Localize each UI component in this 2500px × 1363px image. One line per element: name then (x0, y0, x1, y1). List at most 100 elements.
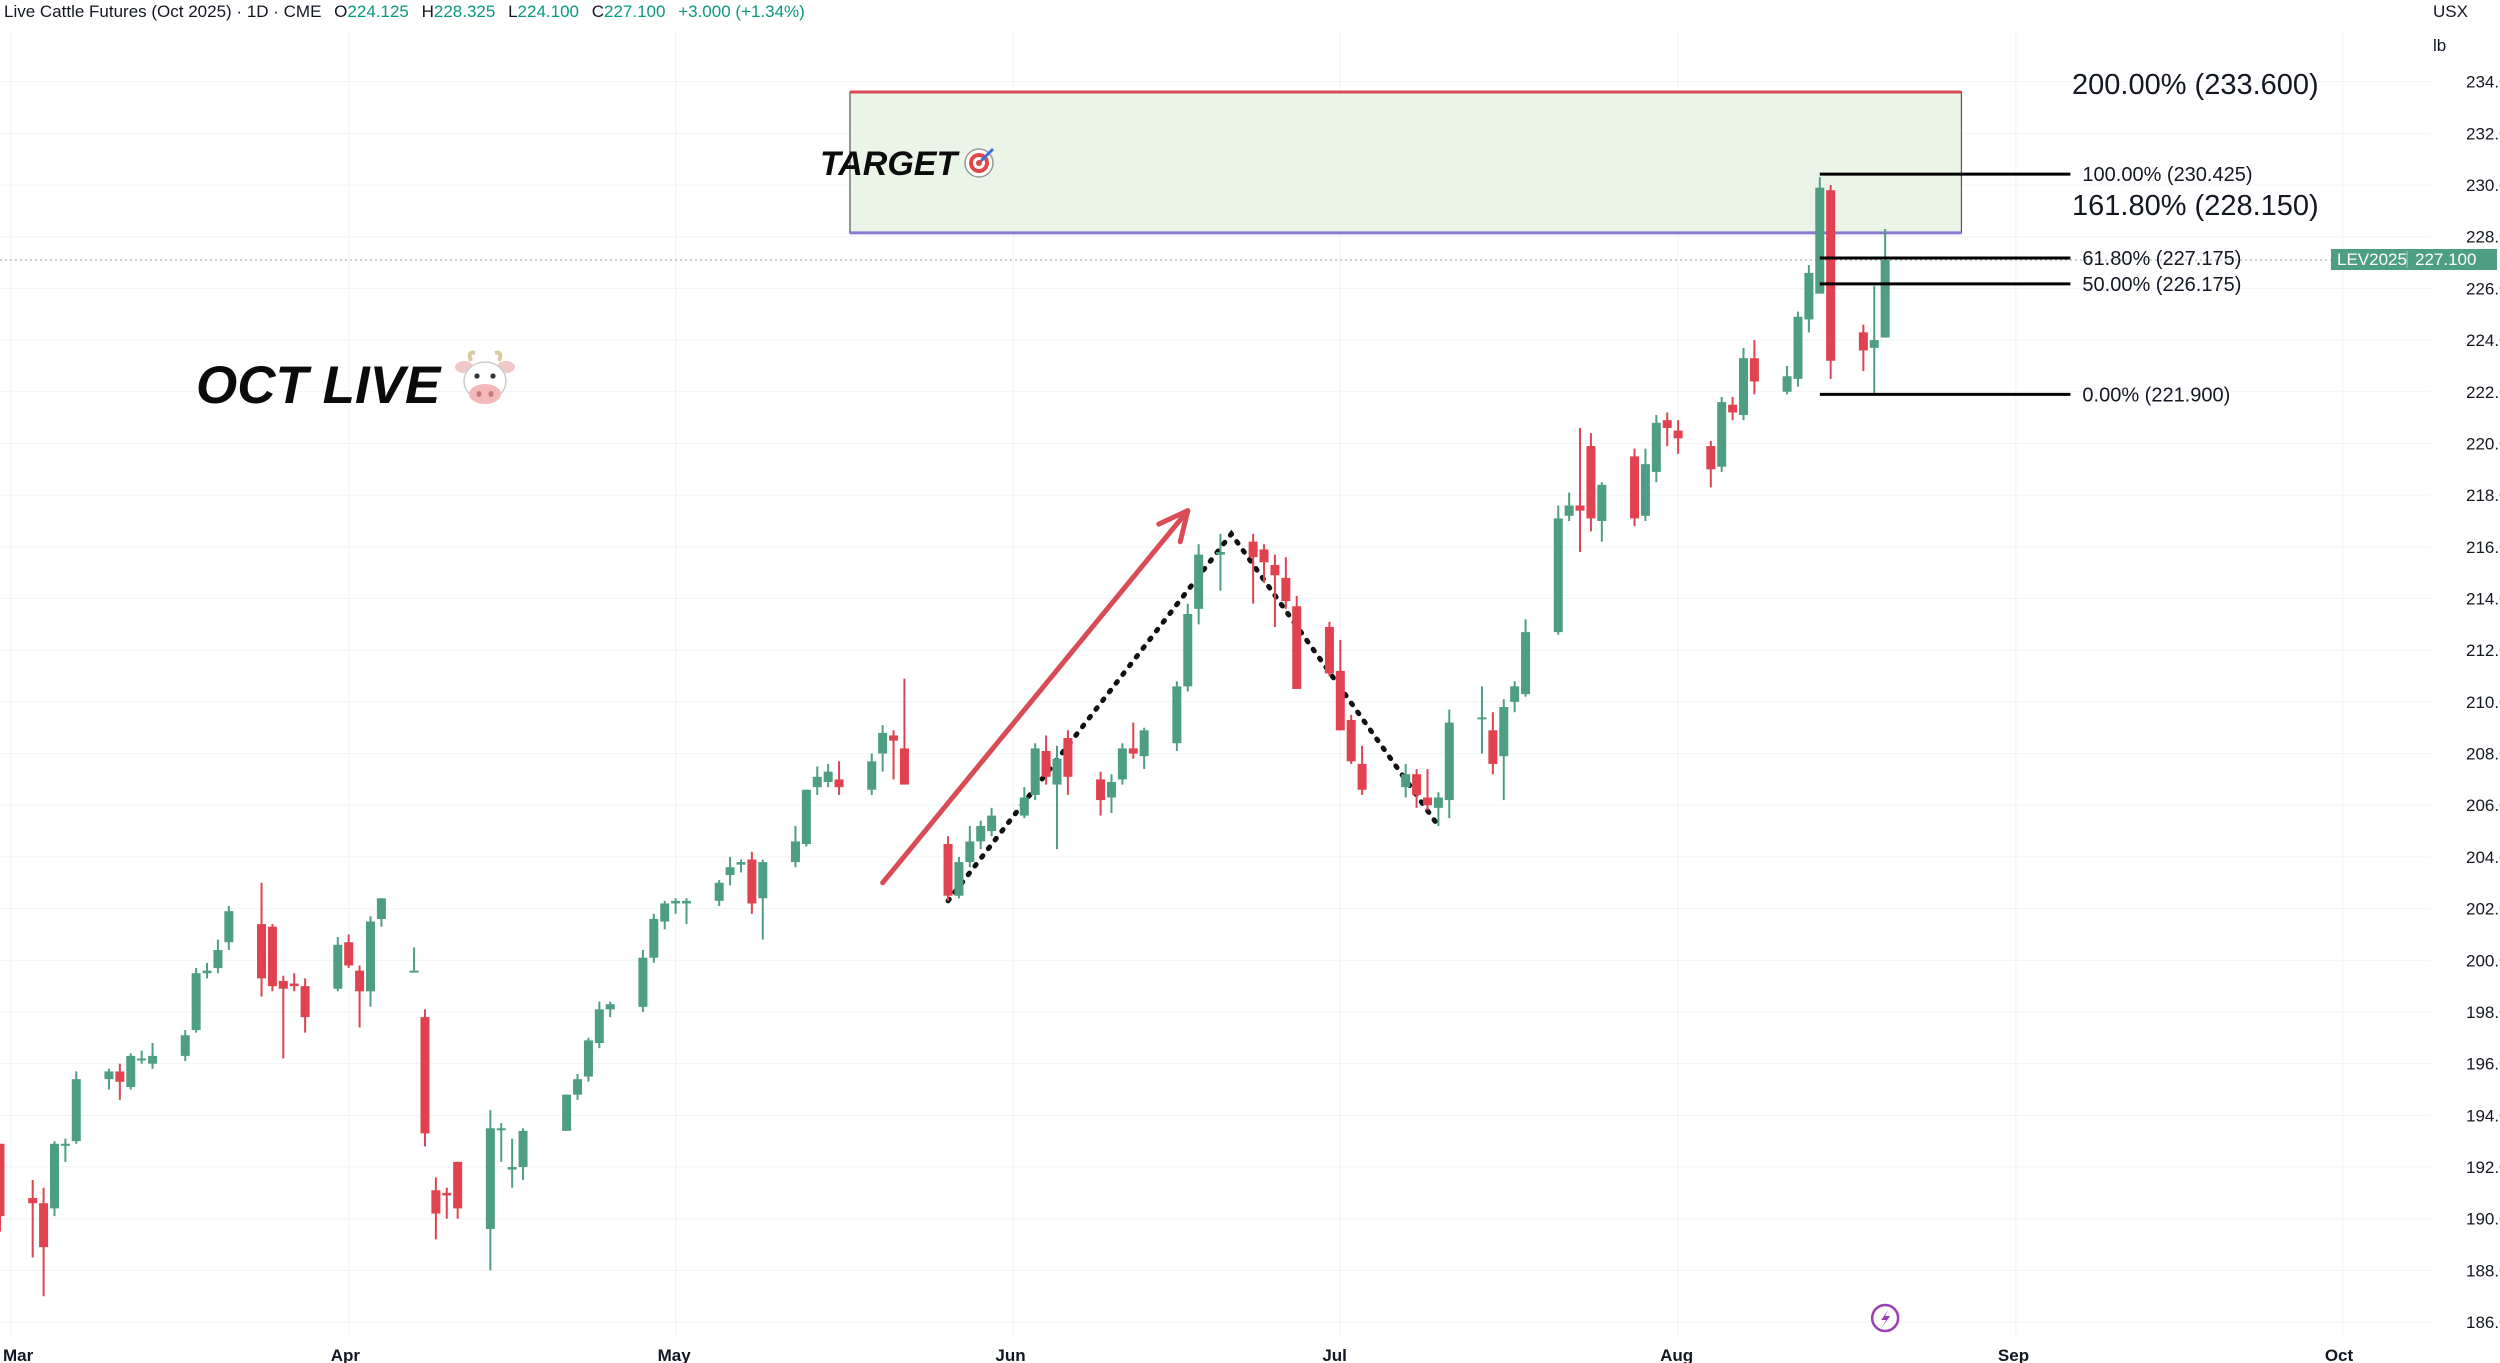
candle-body (126, 1055, 136, 1087)
candle (104, 1068, 114, 1090)
candle (594, 1001, 604, 1049)
candle (115, 1063, 125, 1100)
unit-label[interactable]: lb (2433, 36, 2446, 55)
y-tick-label: 226.000 (2466, 279, 2500, 298)
candle (1815, 177, 1825, 294)
title-annotation[interactable]: OCT LIVE (196, 350, 515, 415)
currency-label[interactable]: USX (2433, 2, 2468, 21)
candle (1488, 712, 1498, 775)
candle-body (1553, 518, 1563, 633)
candle-body (736, 862, 746, 865)
candle (758, 859, 768, 940)
last-price-tag[interactable]: LEV2025 227.100 (2331, 249, 2497, 270)
candle-body (202, 970, 212, 974)
candle-body (333, 944, 343, 989)
candle-body (49, 1143, 59, 1209)
candle (1477, 686, 1487, 754)
candle (812, 766, 822, 795)
candle-body (1586, 446, 1596, 519)
fib-200-label: 200.00% (233.600) (2072, 69, 2319, 101)
candle (1401, 763, 1411, 798)
candle-body (213, 949, 223, 969)
candle (1433, 792, 1443, 826)
candle-body (1401, 774, 1411, 788)
y-tick-label: 202.000 (2466, 900, 2500, 919)
low-label: L (508, 2, 517, 21)
y-tick-label: 190.000 (2466, 1210, 2500, 1229)
candle-body (1292, 606, 1302, 689)
candle (1597, 482, 1607, 542)
target-zone[interactable]: 200.00% (233.600) 161.80% (228.150) (0, 69, 2430, 261)
candle (1738, 347, 1748, 421)
candle (289, 973, 299, 992)
candle-body (1640, 464, 1650, 516)
candle (899, 678, 909, 785)
candle (1630, 448, 1640, 527)
candle (1335, 639, 1345, 731)
candle-body (257, 924, 267, 979)
x-tick-label: Oct (2325, 1346, 2354, 1363)
candle-body (1281, 577, 1291, 602)
candle-body (365, 921, 375, 992)
candle (638, 949, 648, 1012)
time-axis[interactable]: Mar Apr May Jun Jul Aug Sep Oct (3, 1346, 2354, 1363)
candle-body (1248, 541, 1258, 558)
candle-body (1488, 730, 1498, 764)
candle (714, 880, 724, 907)
drawings[interactable] (880, 508, 1441, 904)
price-axis[interactable]: 186.000 188.000 190.000 192.000 194.000 196.0… (2466, 73, 2500, 1332)
candle (1215, 533, 1225, 591)
candle (1717, 396, 1727, 472)
candle-body (1422, 797, 1432, 806)
candle-body (1030, 748, 1040, 795)
lightning-icon[interactable] (1870, 1303, 1900, 1333)
candle (801, 789, 811, 847)
candle-body (725, 867, 735, 876)
candle-body (899, 748, 909, 785)
candle (1662, 412, 1672, 447)
candle (137, 1050, 147, 1064)
candle (333, 937, 343, 992)
target-zone-box (849, 91, 1963, 234)
ticker-label: LEV2025 (2337, 250, 2407, 269)
fib-retracement[interactable]: 100.00% (230.425) 61.80% (227.175) 50.00% … (1819, 164, 2253, 406)
y-tick-label: 228.000 (2466, 228, 2500, 247)
candle-body (790, 841, 800, 863)
candle-body (823, 771, 833, 782)
candle-body (758, 862, 768, 899)
candle-body (1139, 730, 1149, 757)
x-tick-label: Aug (1660, 1346, 1693, 1363)
candle (71, 1071, 81, 1144)
candle-body (1324, 626, 1334, 674)
candle (148, 1042, 158, 1069)
candle (365, 916, 375, 1007)
candle-body (28, 1198, 38, 1204)
candle-body (987, 815, 997, 832)
candle-body (1706, 446, 1716, 470)
candle (1575, 427, 1585, 552)
candle-body (1749, 358, 1759, 382)
y-tick-label: 188.000 (2466, 1261, 2500, 1280)
candle-body (649, 918, 659, 958)
candle-body (1063, 738, 1073, 777)
candle (790, 825, 800, 868)
candle (507, 1138, 517, 1188)
candle-body (0, 1143, 5, 1217)
change-value: +3.000 (+1.34%) (678, 2, 805, 21)
candle (583, 1037, 593, 1082)
candle-body (1128, 748, 1138, 754)
candle-body (1444, 722, 1454, 801)
candle (344, 934, 354, 969)
candle (1139, 727, 1149, 770)
target-annotation[interactable]: TARGET (820, 145, 995, 183)
candle-body (1651, 422, 1661, 472)
candle (267, 924, 277, 992)
target-text: TARGET (820, 145, 960, 183)
candle-body (485, 1128, 495, 1230)
x-tick-label: Mar (3, 1346, 34, 1363)
y-tick-label: 186.000 (2466, 1313, 2500, 1332)
candle-body (1215, 552, 1225, 555)
y-tick-label: 206.000 (2466, 796, 2500, 815)
candle-body (976, 825, 986, 842)
